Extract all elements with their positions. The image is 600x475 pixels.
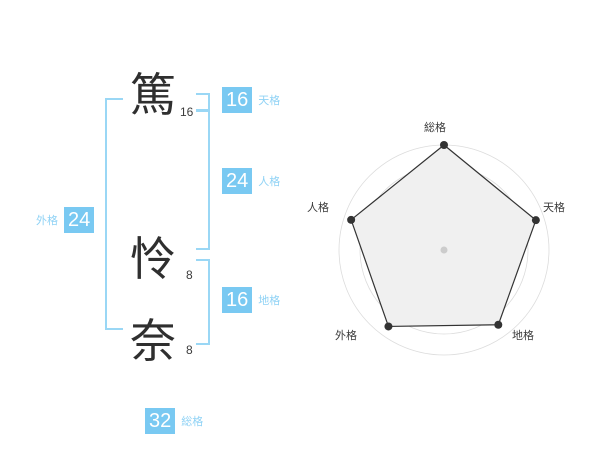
- score-chikaku-label: 地格: [258, 294, 281, 307]
- name-character-1: 篤: [130, 68, 176, 122]
- stroke-count-3: 8: [186, 343, 193, 357]
- bracket-chikaku-bottom-tick: [196, 343, 210, 345]
- score-gaikaku-value: 24: [64, 207, 95, 233]
- bracket-jinkaku-top-tick: [196, 110, 210, 112]
- bracket-chikaku-vertical: [208, 259, 210, 345]
- score-gaikaku-label: 外格: [36, 214, 58, 227]
- score-chikaku[interactable]: 16 地格: [222, 287, 280, 313]
- stroke-count-1: 16: [180, 105, 194, 119]
- radar-label-jinkaku: 人格: [307, 201, 329, 214]
- radar-point-2: [494, 320, 503, 329]
- score-soukaku[interactable]: 32 総格: [145, 408, 203, 434]
- name-breakdown-diagram: 篤 怜 奈 16 8 8 16 天格 24 人格: [0, 0, 300, 470]
- radar-point-3: [384, 322, 393, 331]
- score-tenkaku-label: 天格: [258, 94, 281, 107]
- radar-label-soukaku: 総格: [424, 121, 446, 134]
- bracket-tenkaku-top-tick: [196, 93, 210, 95]
- score-soukaku-label: 総格: [181, 415, 204, 428]
- bracket-gaikaku-vertical: [105, 98, 107, 330]
- bracket-gaikaku-bottom-tick: [105, 328, 123, 330]
- radar-point-0: [440, 141, 448, 149]
- radar-label-gaikaku: 外格: [335, 329, 357, 342]
- radar-data-points: [347, 141, 540, 331]
- score-tenkaku[interactable]: 16 天格: [222, 87, 280, 113]
- score-jinkaku-label: 人格: [258, 175, 281, 188]
- score-tenkaku-value: 16: [222, 87, 253, 113]
- radar-center-dot: [440, 246, 448, 254]
- name-character-2: 怜: [130, 232, 176, 286]
- score-soukaku-value: 32: [145, 408, 176, 434]
- score-jinkaku[interactable]: 24 人格: [222, 168, 280, 194]
- bracket-jinkaku-bottom-tick: [196, 248, 210, 250]
- radar-data-area: [350, 144, 537, 328]
- score-jinkaku-value: 24: [222, 168, 253, 194]
- radar-chart-svg: [338, 141, 550, 356]
- bracket-gaikaku-top-tick: [105, 98, 123, 100]
- bracket-chikaku-top-tick: [196, 259, 210, 261]
- bracket-tenkaku-vertical: [208, 93, 210, 111]
- radar-label-tenkaku: 天格: [543, 201, 565, 214]
- stroke-count-2: 8: [186, 268, 193, 282]
- name-character-3: 奈: [130, 314, 176, 368]
- score-chikaku-value: 16: [222, 287, 253, 313]
- radar-chart: 総格 天格 人格 地格 外格: [300, 0, 600, 470]
- score-gaikaku[interactable]: 外格 24: [36, 207, 95, 233]
- bracket-jinkaku-vertical: [208, 110, 210, 250]
- radar-point-4: [347, 215, 356, 224]
- radar-point-1: [531, 216, 540, 225]
- radar-label-chikaku: 地格: [512, 329, 534, 342]
